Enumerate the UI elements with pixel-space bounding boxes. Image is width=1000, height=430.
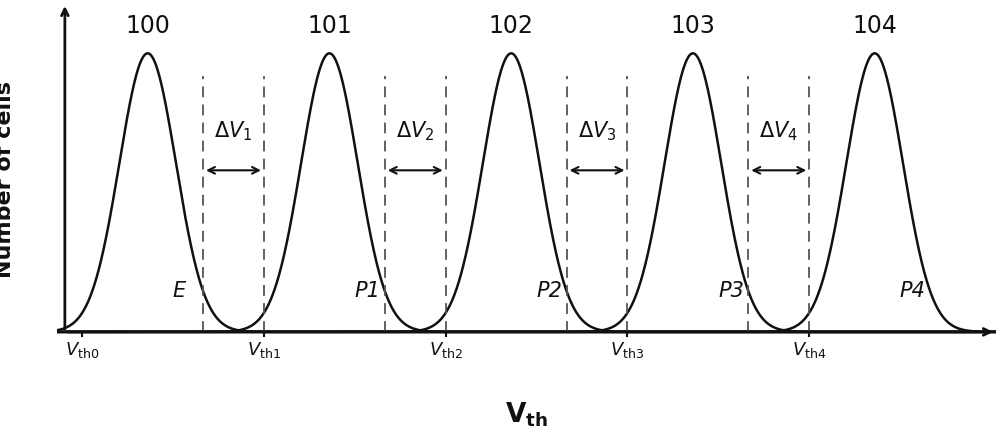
Text: $\Delta V_{3}$: $\Delta V_{3}$	[578, 120, 616, 143]
Text: $V_{\mathrm{th3}}$: $V_{\mathrm{th3}}$	[610, 339, 644, 359]
Text: P2: P2	[536, 280, 562, 301]
Text: P3: P3	[718, 280, 744, 301]
Text: E: E	[173, 280, 186, 301]
Text: 104: 104	[852, 14, 897, 37]
Text: $\Delta V_{2}$: $\Delta V_{2}$	[396, 120, 434, 143]
Text: $V_{\mathrm{th0}}$: $V_{\mathrm{th0}}$	[65, 339, 99, 359]
Text: 100: 100	[125, 14, 170, 37]
Text: 102: 102	[489, 14, 534, 37]
Text: $\Delta V_{4}$: $\Delta V_{4}$	[759, 120, 798, 143]
Text: $V_{\mathrm{th1}}$: $V_{\mathrm{th1}}$	[247, 339, 281, 359]
Text: 103: 103	[670, 14, 715, 37]
Text: P4: P4	[900, 280, 926, 301]
Text: Number of cells: Number of cells	[0, 81, 15, 277]
Text: $\mathbf{V_{th}}$: $\mathbf{V_{th}}$	[505, 400, 548, 428]
Text: 101: 101	[307, 14, 352, 37]
Text: $V_{\mathrm{th2}}$: $V_{\mathrm{th2}}$	[429, 339, 463, 359]
Text: $\Delta V_{1}$: $\Delta V_{1}$	[214, 120, 253, 143]
Text: $V_{\mathrm{th4}}$: $V_{\mathrm{th4}}$	[792, 339, 826, 359]
Text: P1: P1	[355, 280, 381, 301]
